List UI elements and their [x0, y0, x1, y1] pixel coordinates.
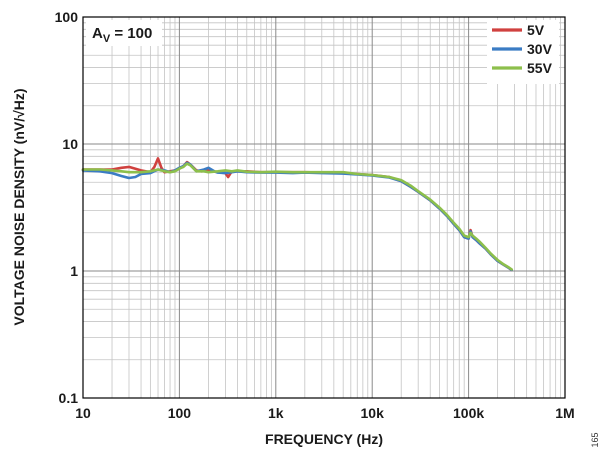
series-lines: [81, 157, 514, 272]
x-tick-label: 100k: [453, 405, 484, 421]
y-tick-label: 10: [62, 136, 78, 152]
x-tick-label: 10k: [361, 405, 385, 421]
plot-background: [83, 17, 565, 398]
annotation-box: [86, 20, 162, 46]
x-tick-label: 1M: [555, 405, 574, 421]
series-line-55v: [81, 162, 514, 271]
major-grid: [83, 17, 565, 398]
legend: 5V 30V 55V: [487, 20, 559, 84]
gain-annotation: AV = 100: [86, 20, 162, 46]
x-tick-labels: 10 100 1k 10k 100k 1M: [75, 405, 575, 421]
annotation-value: = 100: [110, 25, 152, 42]
x-tick-label: 10: [75, 405, 91, 421]
y-axis-title: VOLTAGE NOISE DENSITY (nV/√Hz): [11, 88, 27, 325]
svg-text:AV = 100: AV = 100: [92, 25, 152, 45]
annotation-base: A: [92, 25, 103, 42]
y-tick-labels: 0.1 1 10 100: [55, 9, 79, 406]
x-axis-title: FREQUENCY (Hz): [265, 431, 383, 447]
x-tick-label: 100: [168, 405, 192, 421]
y-tick-label: 1: [70, 263, 78, 279]
figure-id: 165: [590, 432, 600, 447]
legend-label-30v: 30V: [527, 41, 553, 57]
x-tick-label: 1k: [268, 405, 284, 421]
minor-grid: [83, 17, 565, 398]
legend-label-55v: 55V: [527, 60, 553, 76]
y-tick-label: 100: [55, 9, 79, 25]
y-tick-label: 0.1: [59, 390, 79, 406]
legend-label-5v: 5V: [527, 22, 545, 38]
plot-frame: [82, 16, 566, 399]
annotation-subscript: V: [103, 33, 111, 45]
